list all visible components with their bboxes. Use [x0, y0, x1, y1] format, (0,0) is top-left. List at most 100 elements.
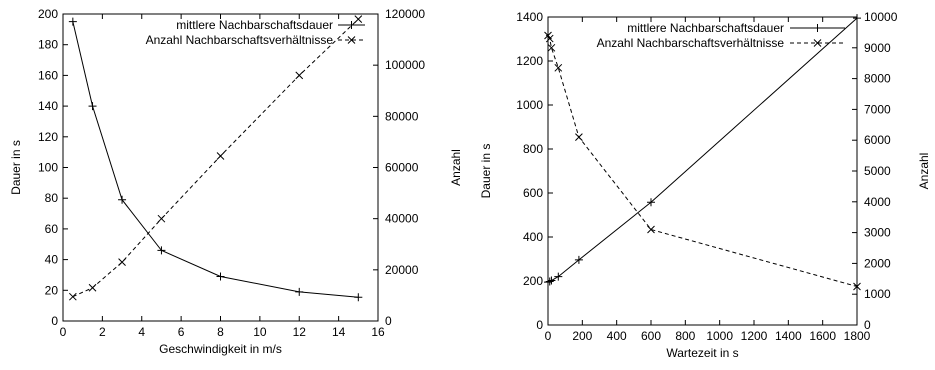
x-tick-label: 1400 [775, 329, 802, 343]
y-tick-label: 0 [536, 318, 543, 332]
y-tick-label: 120 [38, 130, 58, 144]
legend-label-2: Anzahl Nachbarschaftsverhältnisse [597, 36, 785, 50]
x-tick-label: 14 [332, 325, 346, 339]
data-point-cross [354, 15, 363, 23]
legend-marker-cross [347, 36, 356, 44]
y2-tick-label: 0 [385, 314, 392, 328]
y-tick-label: 1400 [516, 10, 543, 24]
data-point-cross [575, 133, 583, 141]
x-tick-label: 200 [572, 329, 592, 343]
y2-tick-label: 120000 [385, 7, 425, 21]
y2-tick-label: 9000 [864, 41, 891, 55]
x-tick-label: 1000 [706, 329, 733, 343]
legend-marker-plus [347, 21, 356, 29]
legend-label-1: mittlere Nachbarschaftsdauer [627, 21, 784, 35]
data-point-plus [647, 198, 655, 207]
data-point-plus [295, 287, 304, 296]
legend-marker-cross [813, 39, 822, 47]
y-tick-label: 80 [45, 191, 59, 205]
y-tick-label: 60 [45, 222, 59, 236]
data-point-cross [68, 292, 77, 301]
series-line-2 [547, 35, 858, 287]
legend-label-1: mittlere Nachbarschaftsdauer [176, 18, 333, 32]
y-tick-label: 400 [523, 230, 543, 244]
y-tick-label: 20 [45, 283, 59, 297]
data-point-plus [853, 14, 861, 23]
y2-tick-label: 7000 [864, 102, 891, 116]
y-tick-label: 800 [523, 142, 543, 156]
data-point-plus [554, 272, 563, 281]
x-tick-label: 600 [641, 329, 661, 343]
data-point-cross [647, 225, 655, 234]
legend-marker-plus [813, 24, 822, 32]
y2-tick-label: 20000 [385, 263, 419, 277]
y2-tick-label: 6000 [864, 133, 891, 147]
data-point-plus [68, 17, 77, 26]
y-tick-label: 100 [38, 161, 58, 175]
chart-2 [544, 14, 861, 326]
y-tick-label: 200 [523, 274, 543, 288]
data-point-cross [88, 283, 97, 292]
y-tick-label: 1200 [516, 54, 543, 68]
series-line-1 [72, 21, 359, 298]
y2-tick-label: 5000 [864, 164, 891, 178]
data-point-plus [354, 293, 363, 302]
x-tick-label: 800 [675, 329, 695, 343]
x-tick-label: 0 [60, 325, 67, 339]
data-point-plus [547, 276, 556, 285]
y2-tick-label: 80000 [385, 109, 419, 123]
data-point-cross [295, 71, 304, 80]
data-point-plus [545, 277, 554, 286]
data-point-cross [118, 258, 126, 267]
y-axis-label: Dauer in s [9, 140, 23, 195]
y2-tick-label: 4000 [864, 195, 891, 209]
data-point-plus [216, 272, 225, 281]
x-tick-label: 1800 [844, 329, 871, 343]
x-tick-label: 400 [607, 329, 627, 343]
y2-tick-label: 60000 [385, 161, 419, 175]
x-tick-label: 1600 [809, 329, 836, 343]
x-tick-label: 8 [217, 325, 224, 339]
y2-tick-label: 40000 [385, 212, 419, 226]
legend-label-2: Anzahl Nachbarschaftsverhältnisse [146, 33, 334, 47]
y-tick-label: 200 [38, 7, 58, 21]
x-tick-label: 12 [293, 325, 307, 339]
y-tick-label: 0 [51, 314, 58, 328]
x-tick-label: 0 [545, 329, 552, 343]
series-line-2 [72, 18, 359, 298]
data-point-cross [545, 34, 554, 43]
x-tick-label: 10 [253, 325, 267, 339]
y2-tick-label: 8000 [864, 72, 891, 86]
data-point-plus [88, 102, 97, 111]
x-tick-label: 2 [99, 325, 106, 339]
x-tick-label: 6 [178, 325, 185, 339]
y2-tick-label: 10000 [864, 10, 898, 24]
y-tick-label: 600 [523, 186, 543, 200]
y-tick-label: 180 [38, 38, 58, 52]
data-point-plus [118, 195, 127, 204]
y2-tick-label: 2000 [864, 256, 891, 270]
y2-tick-label: 3000 [864, 226, 891, 240]
data-point-plus [157, 246, 166, 255]
data-point-cross [853, 282, 861, 291]
y2-tick-label: 100000 [385, 58, 425, 72]
chart-1 [62, 13, 379, 322]
y-tick-label: 140 [38, 99, 58, 113]
data-point-cross [216, 152, 225, 160]
series-line-1 [547, 17, 858, 283]
data-point-cross [547, 43, 556, 52]
plot-frame [547, 16, 858, 326]
y2-axis-label: Anzahl [449, 149, 463, 186]
y-axis-label: Dauer in s [479, 144, 493, 199]
data-point-cross [157, 214, 166, 223]
x-tick-label: 4 [138, 325, 145, 339]
y-tick-label: 40 [45, 253, 59, 267]
y2-tick-label: 1000 [864, 287, 891, 301]
y-tick-label: 1000 [516, 98, 543, 112]
data-point-plus [574, 255, 583, 264]
data-point-plus [544, 278, 552, 287]
y2-axis-label: Anzahl [917, 153, 931, 190]
data-point-cross [554, 63, 563, 72]
y-tick-label: 160 [38, 68, 58, 82]
